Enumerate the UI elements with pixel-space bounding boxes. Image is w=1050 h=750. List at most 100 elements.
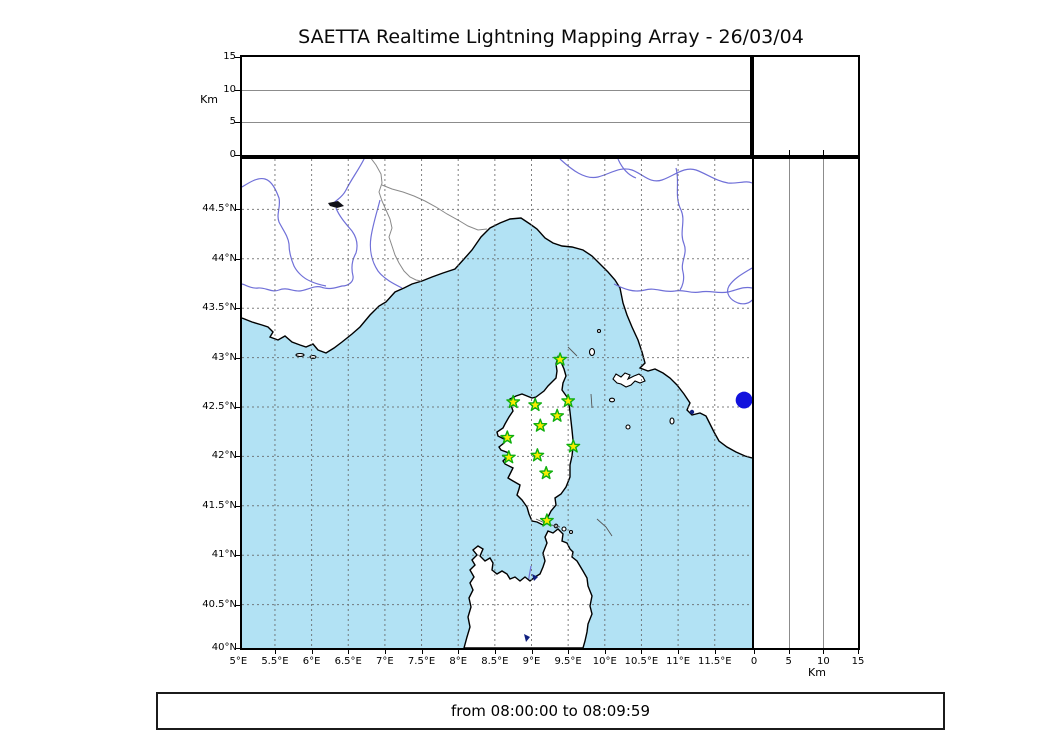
km-gridline xyxy=(242,89,750,91)
lon-tick-label: 5.5°E xyxy=(261,656,289,667)
km-tick-mark-right xyxy=(858,650,859,654)
lon-tick-label: 6.5°E xyxy=(334,656,362,667)
lightning-stations-layer xyxy=(500,352,581,527)
lat-tick-label: 44°N xyxy=(211,252,237,264)
lon-tick-mark xyxy=(348,650,350,654)
station-star xyxy=(566,439,581,453)
km-tick-label-top: 0 xyxy=(229,149,236,160)
time-window-box: from 08:00:00 to 08:09:59 xyxy=(156,692,945,730)
km-tick-mark-top xyxy=(235,122,240,124)
station-star xyxy=(501,450,516,464)
station-star xyxy=(533,418,548,432)
map-canvas xyxy=(242,159,752,648)
station-star xyxy=(539,513,554,527)
station-star xyxy=(539,465,554,480)
lat-tick-label: 42.5°N xyxy=(202,401,237,412)
lon-tick-label: 11°E xyxy=(666,656,691,667)
lat-tick-label: 42°N xyxy=(211,450,237,462)
lon-tick-mark xyxy=(641,650,643,654)
lon-tick-mark xyxy=(678,650,680,654)
lon-tick-mark xyxy=(604,650,606,654)
km-gridline xyxy=(788,159,790,648)
station-star xyxy=(528,397,543,412)
km-tick-mark-right xyxy=(788,650,790,654)
lon-tick-mark xyxy=(494,650,496,654)
lon-tick-mark xyxy=(568,650,570,654)
latlon-grid xyxy=(242,159,750,648)
lat-tick-mark xyxy=(236,604,240,606)
km-tick-label-right: 5 xyxy=(785,656,792,667)
station-star xyxy=(500,430,515,444)
station-star xyxy=(561,393,576,408)
station-star xyxy=(553,352,568,366)
lon-tick-mark xyxy=(531,650,533,654)
lon-tick-label: 10.5°E xyxy=(624,656,659,667)
event-marker-layer xyxy=(735,391,752,409)
km-tick-mark-top xyxy=(235,89,240,91)
corner-panel xyxy=(754,55,860,159)
lon-tick-label: 7°E xyxy=(376,656,394,667)
lon-tick-label: 9°E xyxy=(522,656,541,667)
country-border xyxy=(370,159,488,282)
lat-tick-mark xyxy=(236,648,240,649)
lat-tick-mark xyxy=(236,456,240,458)
lon-tick-label: 5°E xyxy=(229,656,248,667)
lat-tick-mark xyxy=(236,555,240,557)
km-tick-mark-right xyxy=(754,650,755,654)
km-tick-mark-top xyxy=(235,57,240,58)
lat-tick-label: 44.5°N xyxy=(202,203,237,215)
elba-island xyxy=(612,372,646,388)
lon-tick-mark xyxy=(458,650,460,654)
lon-tick-label: 9.5°E xyxy=(554,656,582,667)
altitude-panel-right xyxy=(754,159,860,650)
km-gridline xyxy=(823,159,825,648)
lon-tick-label: 8°E xyxy=(449,656,468,667)
lat-tick-label: 40°N xyxy=(211,642,237,653)
km-tick-label-top: 10 xyxy=(223,83,236,95)
lat-tick-mark xyxy=(236,308,240,310)
lat-tick-label: 40.5°N xyxy=(202,598,237,610)
lat-tick-label: 43°N xyxy=(211,351,237,363)
station-star xyxy=(530,448,545,462)
km-tick-label-top: 5 xyxy=(229,116,236,128)
lon-tick-label: 7.5°E xyxy=(407,656,436,667)
lat-tick-label: 41.5°N xyxy=(202,499,237,511)
lon-tick-mark xyxy=(714,650,716,654)
lon-tick-label: 6°E xyxy=(302,656,321,667)
km-tick-mark-right xyxy=(823,650,825,654)
lat-tick-mark xyxy=(236,209,240,211)
altitude-panel-top xyxy=(240,55,754,159)
lakes xyxy=(328,201,695,642)
lon-tick-mark xyxy=(421,650,423,654)
lat-tick-mark xyxy=(236,505,240,507)
time-window-text: from 08:00:00 to 08:09:59 xyxy=(450,702,650,720)
lon-tick-mark xyxy=(274,650,276,654)
km-axis-label-bottom: Km xyxy=(808,666,826,679)
small-islands xyxy=(295,328,675,535)
event-dot xyxy=(735,391,752,409)
km-tick-label-right: 15 xyxy=(851,656,865,667)
lat-tick-label: 41°N xyxy=(211,549,237,561)
km-tick-mark-top xyxy=(235,155,240,156)
mainland xyxy=(242,159,752,459)
lon-tick-mark xyxy=(384,650,386,654)
km-tick-label-right: 0 xyxy=(750,656,758,667)
lat-tick-mark xyxy=(236,258,240,260)
station-star xyxy=(550,408,565,422)
station-star xyxy=(506,394,521,409)
km-tick-label-right: 10 xyxy=(816,656,830,667)
coastline xyxy=(242,217,752,459)
lon-tick-mark xyxy=(311,650,313,654)
lon-tick-label: 10°E xyxy=(592,656,617,667)
lat-tick-label: 43.5°N xyxy=(202,302,237,314)
corsica-island xyxy=(496,355,574,526)
km-tick-mark xyxy=(788,150,790,155)
map-panel xyxy=(240,159,754,650)
km-axis-label-left: Km xyxy=(200,93,218,106)
km-tick-label-top: 15 xyxy=(223,51,236,62)
page-title: SAETTA Realtime Lightning Mapping Array … xyxy=(298,26,804,48)
lat-tick-mark xyxy=(236,407,240,408)
lon-tick-label: 11.5°E xyxy=(697,656,732,667)
km-gridline xyxy=(242,122,750,124)
